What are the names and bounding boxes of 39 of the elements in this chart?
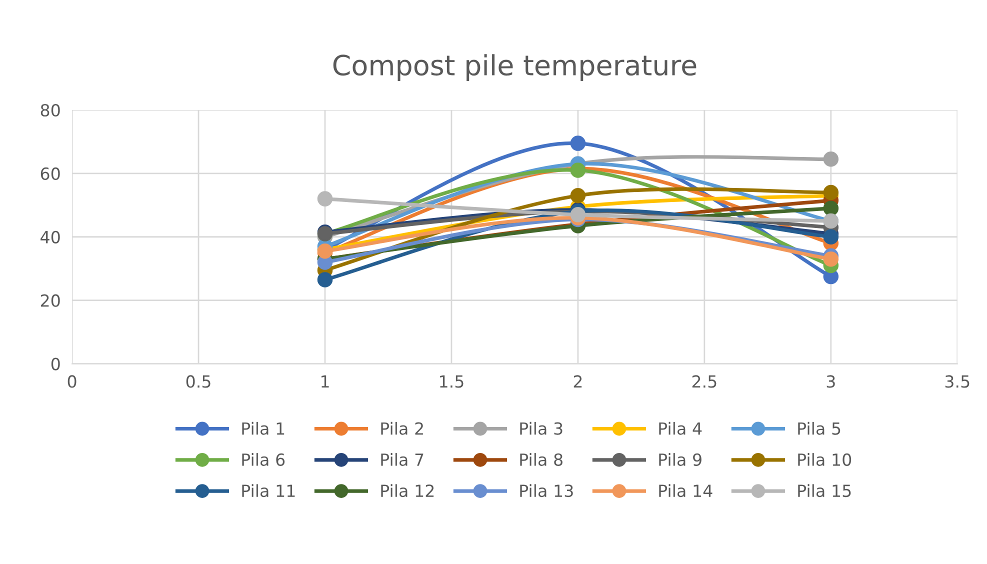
x-tick-label: 0 — [68, 375, 76, 388]
point — [317, 191, 333, 206]
legend-label: Pila 5 — [798, 422, 840, 435]
x-tick-label: 0.5 — [186, 375, 210, 388]
x-tick-label: 1.5 — [440, 375, 464, 388]
legend-label: Pila 7 — [381, 453, 424, 466]
x-tick-label: 3 — [826, 375, 835, 388]
y-tick-label: 80 — [40, 104, 60, 117]
point — [570, 207, 586, 222]
x-tick-label: 1 — [322, 375, 329, 388]
legend-label: Pila 1 — [242, 422, 284, 435]
y-tick-label: 40 — [40, 230, 60, 244]
legend-label: Pila 14 — [659, 484, 712, 498]
y-tick-label: 0 — [51, 358, 60, 370]
legend-label: Pila 12 — [381, 484, 434, 498]
point — [823, 251, 839, 267]
point — [823, 229, 839, 245]
point — [570, 136, 586, 151]
point — [823, 200, 839, 216]
point — [570, 188, 586, 204]
x-tick-label: 2 — [574, 375, 582, 388]
legend-label: Pila 10 — [798, 453, 852, 466]
y-tick-label: 20 — [40, 294, 60, 307]
point — [317, 272, 333, 288]
legend-label: Pila 9 — [659, 453, 702, 466]
legend-label: Pila 6 — [242, 453, 285, 466]
legend-label: Pila 3 — [520, 422, 562, 435]
x-tick-label: 2.5 — [692, 375, 716, 388]
legend-label: Pila 8 — [520, 453, 562, 466]
legend-label: Pila 15 — [798, 484, 851, 498]
point — [823, 184, 839, 200]
point — [823, 152, 839, 167]
legend-label: Pila 13 — [520, 484, 573, 498]
y-tick-label: 60 — [40, 167, 60, 180]
legend-label: Pila 11 — [242, 484, 295, 498]
legend-label: Pila 2 — [381, 422, 423, 435]
legend-label: Pila 4 — [659, 422, 702, 435]
chart-title: Compost pile temperature — [333, 54, 696, 82]
x-tick-label: 3.5 — [945, 375, 970, 388]
